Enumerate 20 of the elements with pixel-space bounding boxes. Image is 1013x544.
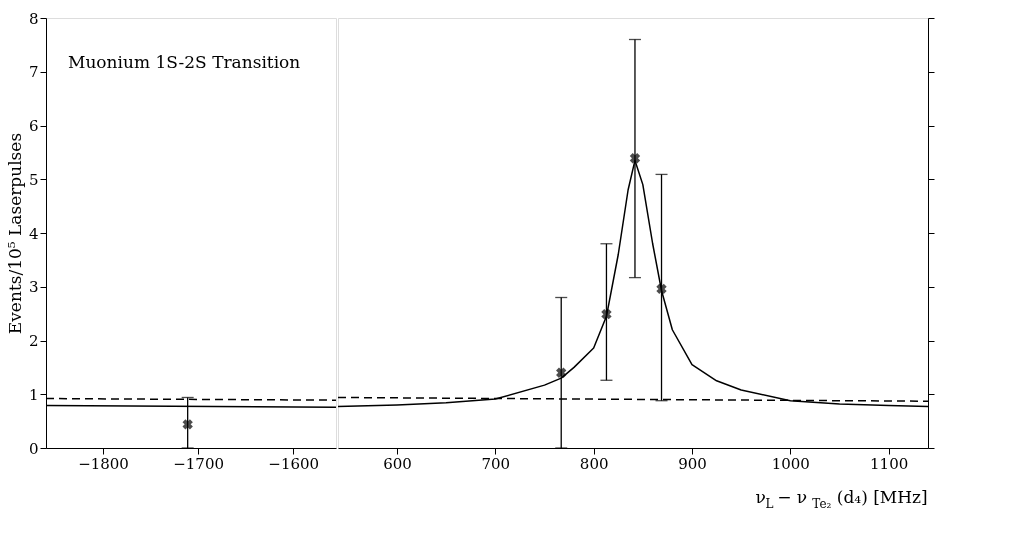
y-tick-label: 7 — [28, 63, 39, 82]
y-tick-label: 4 — [28, 224, 39, 243]
x-tick-label: 600 — [383, 454, 412, 473]
y-tick-label: 0 — [28, 439, 39, 458]
y-tick-label: 1 — [28, 385, 39, 404]
x-tick-label: 1000 — [771, 454, 810, 473]
y-tick-label: 5 — [28, 170, 39, 189]
x-tick-label: −1700 — [173, 454, 225, 473]
y-tick-label: 3 — [28, 278, 39, 297]
x-tick-label: 800 — [579, 454, 609, 473]
annotation: Muonium 1S-2S Transition — [68, 52, 301, 72]
y-tick-label: 8 — [28, 9, 39, 28]
x-tick-label: 900 — [678, 454, 707, 473]
y-tick-label: 6 — [28, 117, 39, 135]
x-tick-label: 700 — [481, 454, 511, 473]
x-tick-label: −1600 — [268, 454, 320, 473]
x-tick-label: 1100 — [870, 454, 909, 473]
y-axis-title: Events/10⁵ Laserpulses — [4, 132, 25, 335]
x-tick-label: −1800 — [78, 454, 129, 473]
y-tick-label: 2 — [28, 332, 39, 350]
